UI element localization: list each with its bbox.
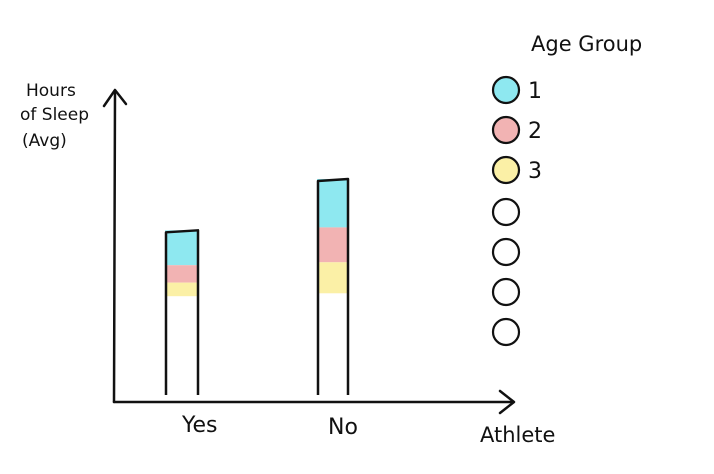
legend-swatch-group-3 [491, 155, 521, 185]
x-tick-label-no: No [328, 415, 358, 440]
legend-label-group-2: 2 [528, 119, 542, 144]
bar-outline-no [316, 177, 350, 395]
legend-label-group-3: 3 [528, 159, 542, 184]
legend-swatch-empty [491, 237, 521, 267]
bar-segment-no-group-1 [317, 178, 349, 228]
y-axis-label: Hours of Sleep (Avg) [20, 81, 94, 151]
x-axis-arrow [498, 389, 516, 415]
legend-label-group-1: 1 [528, 79, 542, 104]
y-axis-line [112, 90, 117, 404]
legend: 1 2 3 [491, 75, 542, 347]
x-axis-label: Athlete [480, 423, 555, 447]
x-tick-label-yes: Yes [181, 413, 218, 438]
bar-segment-yes-group-2 [165, 265, 199, 283]
legend-swatch-group-2 [491, 115, 521, 145]
bar-segment-no-group-2 [317, 227, 349, 263]
legend-swatch-group-1 [491, 75, 521, 105]
y-label-line-1: Hours [26, 81, 76, 101]
legend-title: Age Group [531, 32, 642, 56]
y-axis-arrow [102, 88, 128, 108]
bars [164, 177, 350, 395]
bar-outline-yes [164, 229, 200, 395]
bar-segment-yes-group-1 [165, 230, 199, 266]
y-label-line-2: of Sleep [20, 105, 89, 125]
axes [102, 88, 516, 415]
legend-swatch-empty [491, 197, 521, 227]
legend-swatch-empty [491, 277, 521, 307]
y-label-line-3: (Avg) [22, 131, 67, 151]
bar-segment-no-group-3 [317, 262, 349, 294]
legend-swatch-empty [491, 317, 521, 347]
bar-segment-yes-group-3 [165, 282, 199, 297]
